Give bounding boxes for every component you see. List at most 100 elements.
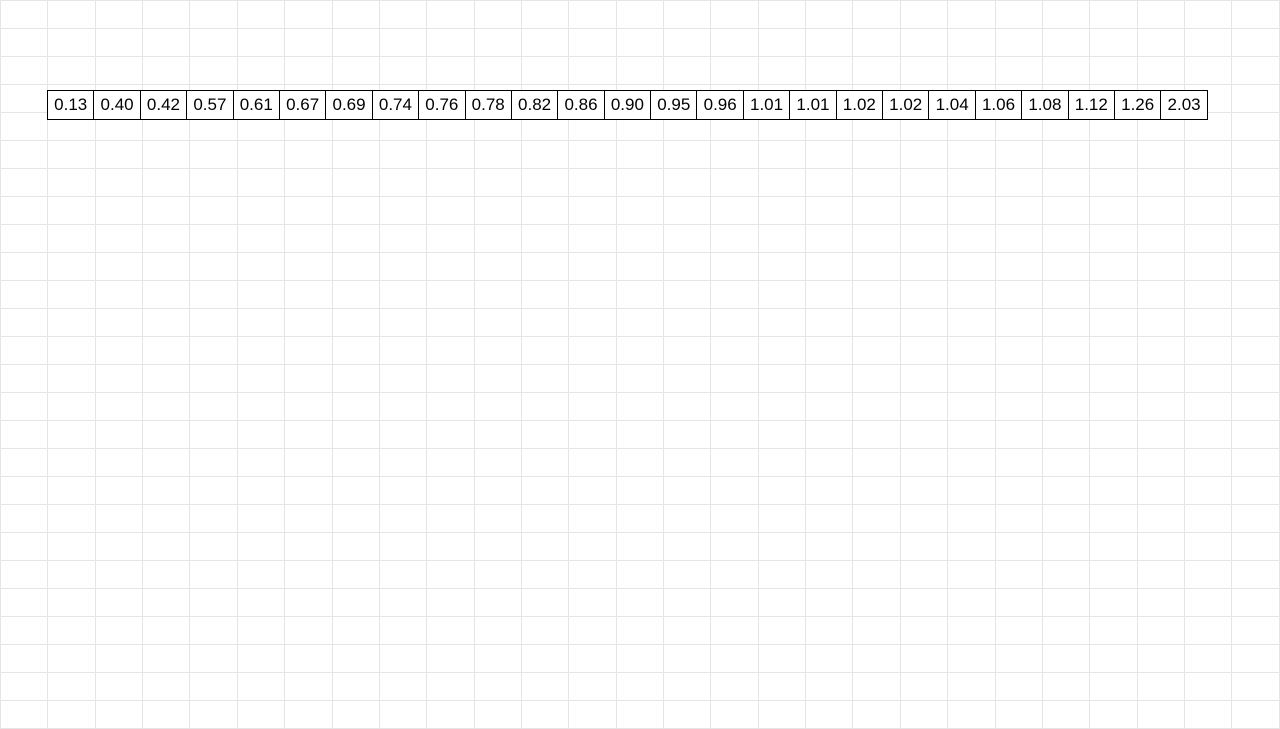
grid-cell[interactable] <box>285 533 332 561</box>
grid-cell[interactable] <box>521 505 568 533</box>
grid-cell[interactable] <box>1137 421 1184 449</box>
grid-cell[interactable] <box>332 505 379 533</box>
grid-cell[interactable] <box>569 589 616 617</box>
grid-cell[interactable] <box>474 365 521 393</box>
grid-cell[interactable] <box>995 477 1042 505</box>
grid-cell[interactable] <box>474 701 521 729</box>
grid-cell[interactable] <box>853 1 900 29</box>
grid-cell[interactable] <box>1184 505 1231 533</box>
grid-cell[interactable] <box>758 393 805 421</box>
grid-cell[interactable] <box>995 309 1042 337</box>
grid-cell[interactable] <box>285 449 332 477</box>
grid-cell[interactable] <box>521 337 568 365</box>
grid-cell[interactable] <box>1184 589 1231 617</box>
grid-cell[interactable] <box>474 169 521 197</box>
grid-cell[interactable] <box>1184 533 1231 561</box>
grid-cell[interactable] <box>48 225 95 253</box>
grid-cell[interactable] <box>427 505 474 533</box>
grid-cell[interactable] <box>758 365 805 393</box>
grid-cell[interactable] <box>900 169 947 197</box>
grid-cell[interactable] <box>616 393 663 421</box>
grid-cell[interactable] <box>48 29 95 57</box>
grid-cell[interactable] <box>143 57 190 85</box>
grid-cell[interactable] <box>474 617 521 645</box>
grid-cell[interactable] <box>48 421 95 449</box>
data-cell[interactable]: 0.96 <box>696 90 743 120</box>
grid-cell[interactable] <box>379 449 426 477</box>
grid-cell[interactable] <box>1042 57 1089 85</box>
data-cell[interactable]: 1.01 <box>789 90 836 120</box>
grid-cell[interactable] <box>237 421 284 449</box>
grid-cell[interactable] <box>569 449 616 477</box>
grid-cell[interactable] <box>711 225 758 253</box>
data-cell[interactable]: 1.02 <box>836 90 883 120</box>
grid-cell[interactable] <box>1090 449 1137 477</box>
grid-cell[interactable] <box>237 57 284 85</box>
grid-cell[interactable] <box>427 29 474 57</box>
grid-cell[interactable] <box>521 645 568 673</box>
grid-cell[interactable] <box>1090 421 1137 449</box>
grid-cell[interactable] <box>143 29 190 57</box>
grid-cell[interactable] <box>711 141 758 169</box>
grid-cell[interactable] <box>948 337 995 365</box>
grid-cell[interactable] <box>664 365 711 393</box>
grid-cell[interactable] <box>237 169 284 197</box>
grid-cell[interactable] <box>758 309 805 337</box>
grid-cell[interactable] <box>1042 533 1089 561</box>
grid-cell[interactable] <box>616 701 663 729</box>
grid-cell[interactable] <box>900 337 947 365</box>
grid-cell[interactable] <box>711 57 758 85</box>
grid-cell[interactable] <box>1184 617 1231 645</box>
grid-cell[interactable] <box>285 169 332 197</box>
grid-cell[interactable] <box>995 617 1042 645</box>
grid-cell[interactable] <box>1232 449 1280 477</box>
grid-cell[interactable] <box>664 421 711 449</box>
grid-cell[interactable] <box>48 281 95 309</box>
grid-cell[interactable] <box>758 589 805 617</box>
grid-cell[interactable] <box>237 197 284 225</box>
grid-cell[interactable] <box>1 477 48 505</box>
grid-cell[interactable] <box>711 477 758 505</box>
data-cell[interactable]: 0.82 <box>511 90 558 120</box>
grid-cell[interactable] <box>1042 673 1089 701</box>
grid-cell[interactable] <box>332 365 379 393</box>
grid-cell[interactable] <box>1090 1 1137 29</box>
grid-cell[interactable] <box>569 477 616 505</box>
grid-cell[interactable] <box>427 533 474 561</box>
grid-cell[interactable] <box>995 421 1042 449</box>
grid-cell[interactable] <box>521 533 568 561</box>
grid-cell[interactable] <box>95 505 142 533</box>
grid-cell[interactable] <box>900 309 947 337</box>
grid-cell[interactable] <box>237 281 284 309</box>
grid-cell[interactable] <box>190 29 237 57</box>
grid-cell[interactable] <box>711 337 758 365</box>
grid-cell[interactable] <box>616 673 663 701</box>
grid-cell[interactable] <box>237 337 284 365</box>
data-cell[interactable]: 0.13 <box>47 90 94 120</box>
grid-cell[interactable] <box>806 673 853 701</box>
grid-cell[interactable] <box>48 393 95 421</box>
grid-cell[interactable] <box>379 337 426 365</box>
grid-cell[interactable] <box>237 701 284 729</box>
grid-cell[interactable] <box>948 561 995 589</box>
grid-cell[interactable] <box>853 673 900 701</box>
grid-cell[interactable] <box>521 225 568 253</box>
grid-cell[interactable] <box>1042 701 1089 729</box>
grid-cell[interactable] <box>143 1 190 29</box>
grid-cell[interactable] <box>379 533 426 561</box>
grid-cell[interactable] <box>948 253 995 281</box>
grid-cell[interactable] <box>521 169 568 197</box>
grid-cell[interactable] <box>616 225 663 253</box>
grid-cell[interactable] <box>569 309 616 337</box>
grid-cell[interactable] <box>190 337 237 365</box>
grid-cell[interactable] <box>143 169 190 197</box>
grid-cell[interactable] <box>664 225 711 253</box>
grid-cell[interactable] <box>711 421 758 449</box>
grid-cell[interactable] <box>521 561 568 589</box>
grid-cell[interactable] <box>616 141 663 169</box>
grid-cell[interactable] <box>853 701 900 729</box>
grid-cell[interactable] <box>1184 645 1231 673</box>
grid-cell[interactable] <box>1 533 48 561</box>
grid-cell[interactable] <box>1232 617 1280 645</box>
grid-cell[interactable] <box>285 365 332 393</box>
